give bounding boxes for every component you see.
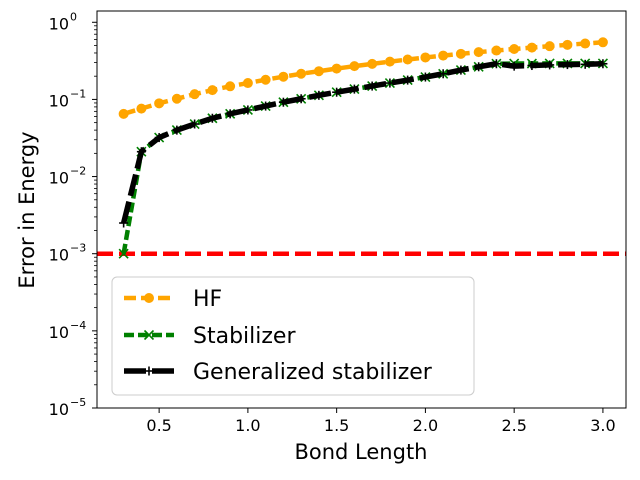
data-point-stabilizer-b <box>118 248 129 259</box>
y-axis-label: Error in Energy <box>15 131 39 288</box>
data-point-hf <box>526 42 537 53</box>
x-tick-label: 2.5 <box>501 416 526 435</box>
data-point-generalized-stabilizer <box>296 94 306 104</box>
data-point-generalized-stabilizer <box>136 147 146 157</box>
x-tick-label: 3.0 <box>590 416 615 435</box>
data-point-generalized-stabilizer <box>261 101 271 111</box>
x-axis-label: Bond Length <box>294 440 427 464</box>
data-point-hf <box>154 98 165 109</box>
legend-marker-hf <box>144 293 154 303</box>
data-point-hf <box>260 74 271 85</box>
y-tick-label: 10 <box>49 400 69 419</box>
legend-marker-stabilizer <box>143 329 155 341</box>
data-point-hf <box>420 52 431 63</box>
x-tick-label: 1.5 <box>324 416 349 435</box>
y-tick-label: 10 <box>49 169 69 188</box>
legend-marker-generalized-stabilizer <box>144 366 154 376</box>
data-point-generalized-stabilizer <box>154 133 164 143</box>
series-generalized-stabilizer <box>119 59 608 228</box>
data-point-generalized-stabilizer <box>474 62 484 72</box>
data-point-generalized-stabilizer <box>509 61 519 71</box>
y-tick-exponent: −5 <box>70 396 86 409</box>
legend-label-stabilizer: Stabilizer <box>193 324 296 349</box>
data-point-hf <box>562 39 573 50</box>
data-point-hf <box>136 103 147 114</box>
data-point-hf <box>242 78 253 89</box>
data-point-generalized-stabilizer <box>243 105 253 115</box>
legend-entries: HF Stabilizer Generalized stabilizer <box>124 287 433 385</box>
y-tick-label: 10 <box>49 246 69 265</box>
data-point-hf <box>438 50 449 61</box>
data-point-hf <box>189 89 200 100</box>
plot-frame <box>96 10 627 409</box>
data-point-generalized-stabilizer <box>172 125 182 135</box>
data-point-generalized-stabilizer <box>385 78 395 88</box>
x-tick-label: 0.5 <box>146 416 171 435</box>
data-point-hf <box>296 68 307 79</box>
data-point-generalized-stabilizer <box>598 59 608 69</box>
data-point-hf <box>313 66 324 77</box>
series-hf <box>118 37 608 119</box>
data-point-generalized-stabilizer <box>349 84 359 94</box>
data-point-generalized-stabilizer <box>119 218 129 228</box>
data-point-generalized-stabilizer <box>314 90 324 100</box>
data-point-hf <box>402 54 413 65</box>
data-point-generalized-stabilizer <box>545 60 555 70</box>
series-line-generalized-stabilizer <box>120 61 604 224</box>
x-tick-label: 2.0 <box>413 416 438 435</box>
data-point-generalized-stabilizer <box>580 59 590 69</box>
y-tick-exponent: −1 <box>70 87 86 100</box>
data-point-hf <box>509 44 520 55</box>
legend-marker-stabilizer-b <box>143 329 155 341</box>
data-point-generalized-stabilizer <box>527 61 537 71</box>
legend: HF Stabilizer Generalized stabilizer <box>111 276 475 396</box>
data-point-hf <box>597 37 608 48</box>
y-tick-exponent: −2 <box>70 165 86 178</box>
y-tick-exponent: 0 <box>70 10 77 23</box>
data-point-generalized-stabilizer <box>456 65 466 75</box>
data-point-generalized-stabilizer <box>403 75 413 85</box>
legend-label-hf: HF <box>193 287 222 312</box>
data-point-hf <box>349 61 360 72</box>
data-point-hf <box>544 41 555 52</box>
data-point-generalized-stabilizer <box>225 109 235 119</box>
data-point-hf <box>171 93 182 104</box>
y-tick-label: 10 <box>49 323 69 342</box>
x-axis-ticks: 0.5 1.0 1.5 2.0 2.5 3.0 <box>146 408 616 435</box>
legend-box <box>111 276 475 396</box>
y-tick-label: 10 <box>49 14 69 33</box>
data-point-hf <box>367 58 378 69</box>
data-point-generalized-stabilizer <box>438 69 448 79</box>
y-tick-label: 10 <box>49 91 69 110</box>
x-tick-label: 1.0 <box>235 416 260 435</box>
data-point-hf <box>278 71 289 82</box>
data-point-generalized-stabilizer <box>207 113 217 123</box>
data-point-generalized-stabilizer <box>420 72 430 82</box>
series-stabilizer <box>118 58 608 259</box>
data-point-hf <box>455 48 466 59</box>
data-point-generalized-stabilizer <box>491 59 501 69</box>
data-point-generalized-stabilizer <box>332 87 342 97</box>
data-point-generalized-stabilizer <box>190 119 200 129</box>
series-line-hf <box>122 40 604 117</box>
legend-label-generalized-stabilizer: Generalized stabilizer <box>193 360 433 385</box>
y-tick-exponent: −3 <box>70 242 86 255</box>
data-point-hf <box>491 45 502 56</box>
data-point-hf <box>331 63 342 74</box>
data-point-hf <box>580 38 591 49</box>
data-point-hf <box>207 85 218 96</box>
data-point-hf <box>384 56 395 67</box>
data-point-stabilizer <box>118 248 129 259</box>
plot-content <box>97 37 626 259</box>
data-point-generalized-stabilizer <box>367 81 377 91</box>
y-tick-exponent: −4 <box>70 319 86 332</box>
data-point-hf <box>225 81 236 92</box>
data-point-hf <box>473 47 484 58</box>
data-point-hf <box>118 108 129 119</box>
data-point-generalized-stabilizer <box>278 97 288 107</box>
data-point-generalized-stabilizer <box>562 60 572 70</box>
